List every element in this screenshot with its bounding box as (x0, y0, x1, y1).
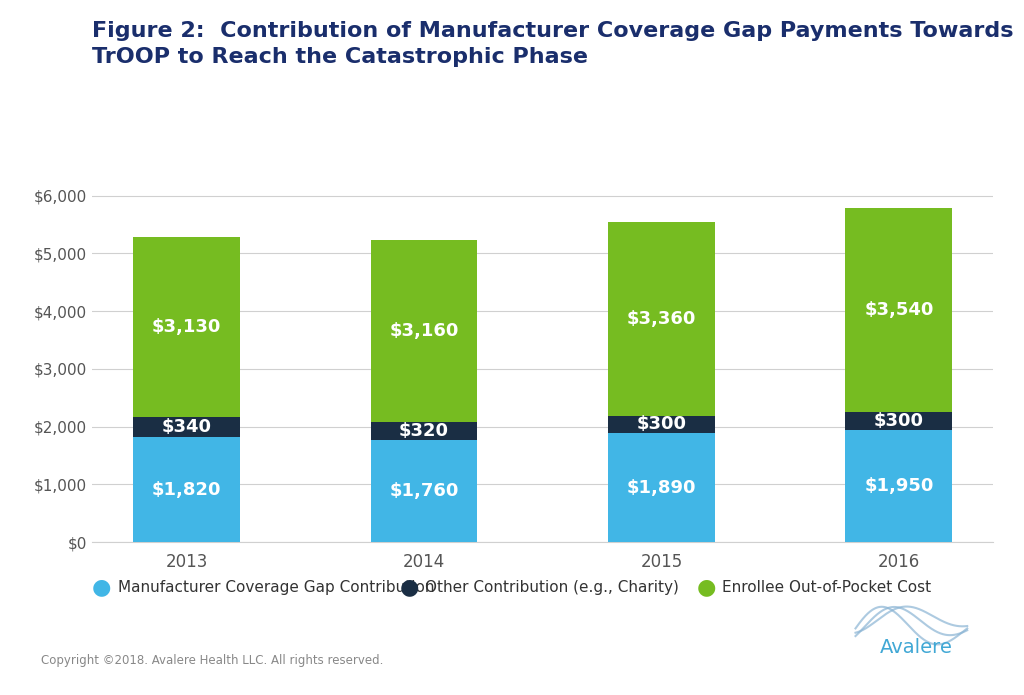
Text: $300: $300 (873, 412, 924, 430)
Text: $1,950: $1,950 (864, 477, 934, 495)
Text: Avalere: Avalere (880, 638, 952, 657)
Text: $3,160: $3,160 (389, 322, 459, 340)
Text: Figure 2:  Contribution of Manufacturer Coverage Gap Payments Towards
TrOOP to R: Figure 2: Contribution of Manufacturer C… (92, 21, 1014, 67)
Text: ●: ● (696, 578, 716, 597)
Text: $3,360: $3,360 (627, 310, 696, 327)
Text: $1,890: $1,890 (627, 479, 696, 496)
Text: Copyright ©2018. Avalere Health LLC. All rights reserved.: Copyright ©2018. Avalere Health LLC. All… (41, 654, 383, 667)
Text: $1,820: $1,820 (152, 480, 221, 498)
Bar (133, 418, 240, 437)
Text: ●: ● (399, 578, 419, 597)
Bar (608, 222, 715, 416)
Text: Manufacturer Coverage Gap Contribution: Manufacturer Coverage Gap Contribution (118, 580, 434, 595)
Text: ●: ● (92, 578, 112, 597)
Text: $340: $340 (162, 418, 212, 436)
Bar (846, 430, 952, 542)
Text: $3,130: $3,130 (152, 318, 221, 336)
Bar (371, 240, 477, 422)
Text: $300: $300 (637, 416, 686, 433)
Text: $3,540: $3,540 (864, 301, 934, 319)
Text: $320: $320 (399, 423, 449, 440)
Bar (608, 433, 715, 542)
Bar (133, 437, 240, 542)
Bar (846, 208, 952, 412)
Text: Enrollee Out-of-Pocket Cost: Enrollee Out-of-Pocket Cost (722, 580, 931, 595)
Bar (608, 416, 715, 433)
Bar (133, 237, 240, 418)
Text: $1,760: $1,760 (389, 482, 459, 500)
Bar (371, 441, 477, 542)
Bar (846, 412, 952, 430)
Bar (371, 422, 477, 441)
Text: Other Contribution (e.g., Charity): Other Contribution (e.g., Charity) (425, 580, 679, 595)
